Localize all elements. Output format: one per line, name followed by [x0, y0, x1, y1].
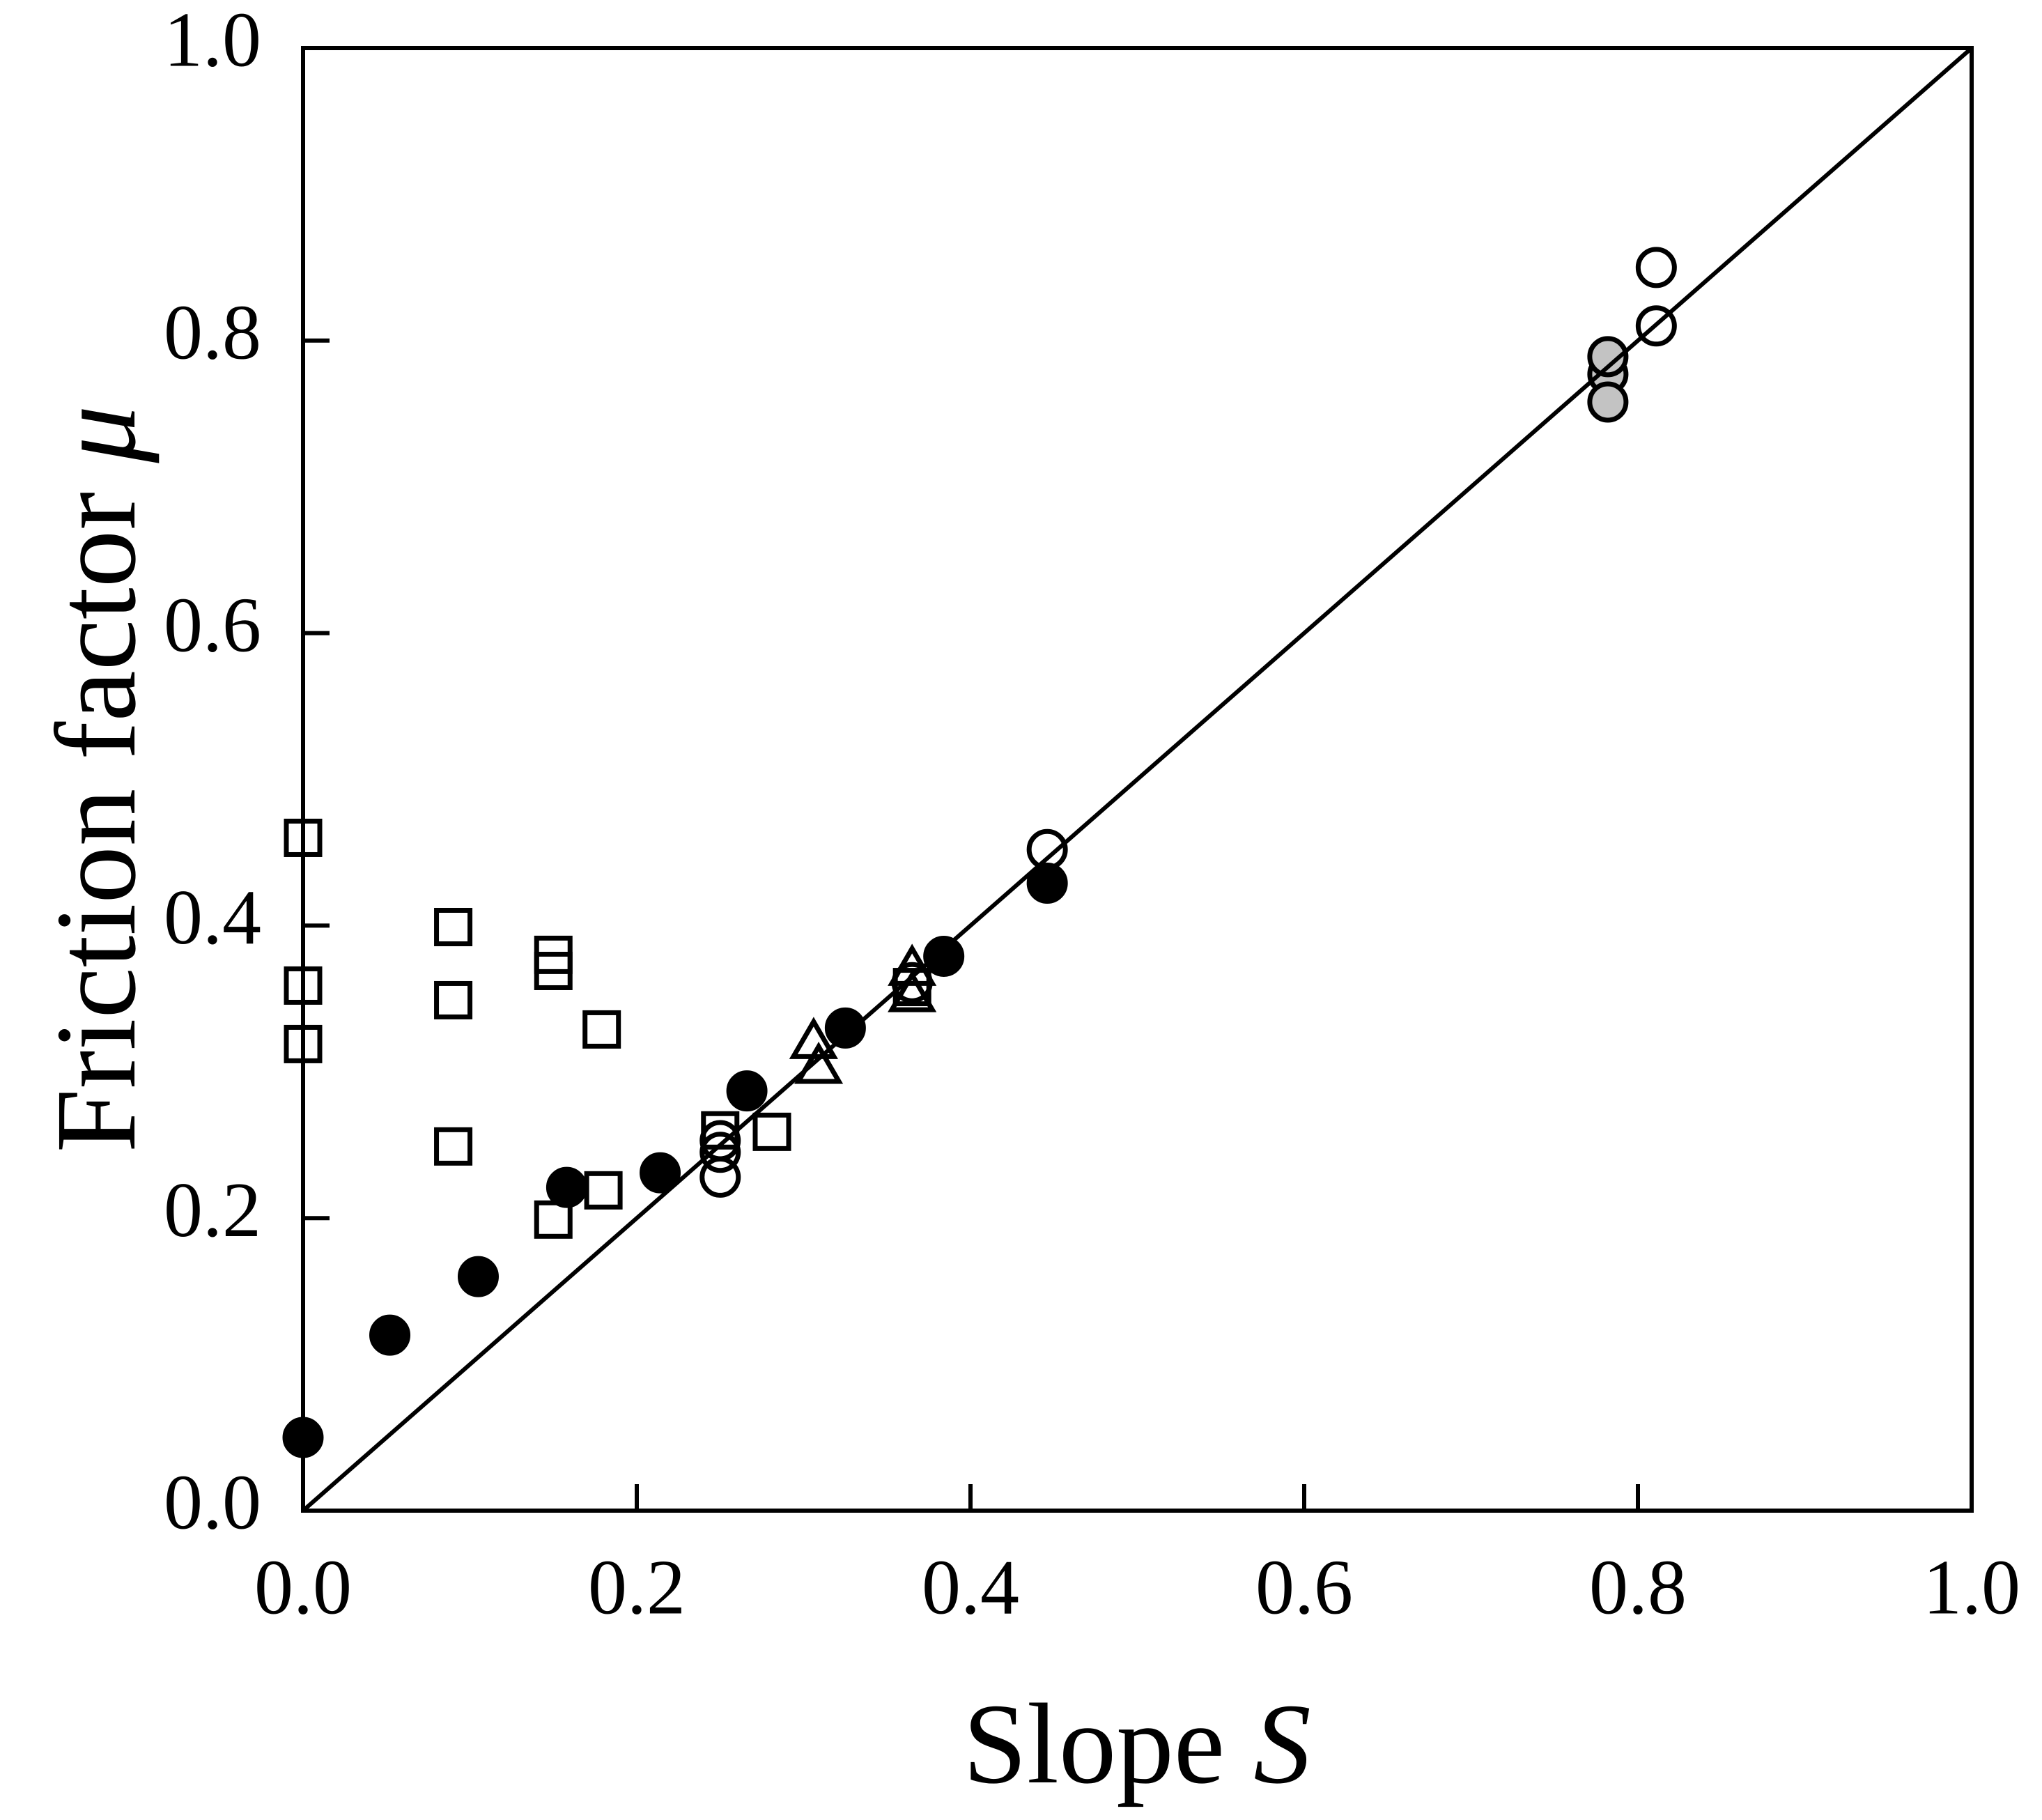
marker-open-circle [1635, 247, 1677, 288]
marker-filled-circle [726, 1070, 768, 1112]
y-axis-tick-labels: 0.0 0.2 0.4 0.6 0.8 1.0 [164, 0, 261, 1546]
marker-filled-circle [640, 1152, 681, 1194]
marker-open-circle [1026, 828, 1068, 870]
marker-open-square [534, 951, 573, 990]
y-tick-label: 0.4 [164, 874, 261, 961]
x-axis-tick-labels: 0.0 0.2 0.4 0.6 0.8 1.0 [254, 1545, 2020, 1631]
x-tick-label: 1.0 [1923, 1545, 2020, 1631]
y-tick-label: 0.2 [164, 1167, 261, 1254]
y-tick-label: 0.6 [164, 582, 261, 668]
x-axis-title: Slope S [963, 1680, 1311, 1807]
marker-open-square [701, 1111, 740, 1150]
data-markers [282, 247, 1677, 1458]
marker-open-triangle [888, 970, 937, 1012]
markers-behind-line [1587, 336, 1629, 423]
x-tick-label: 0.2 [588, 1545, 686, 1631]
marker-filled-circle [546, 1166, 587, 1208]
marker-open-triangle [794, 1042, 844, 1084]
marker-open-square [582, 1010, 621, 1049]
marker-filled-circle [824, 1007, 866, 1049]
marker-open-square [434, 907, 473, 946]
marker-filled-circle [1026, 863, 1068, 904]
marker-open-circle [699, 1156, 741, 1198]
axis-ticks [303, 338, 1640, 1511]
y-axis-title: Friction factor μ [32, 406, 160, 1153]
marker-gray-circle [1587, 336, 1629, 378]
plot-frame [301, 46, 1974, 1513]
marker-open-circle [699, 1132, 741, 1173]
x-tick-label: 0.4 [922, 1545, 1019, 1631]
marker-open-square [434, 1127, 473, 1166]
marker-open-square [534, 1200, 573, 1239]
marker-open-circle [1635, 305, 1677, 347]
x-tick-label: 0.0 [254, 1545, 352, 1631]
marker-gray-circle [1587, 381, 1629, 423]
x-tick-label: 0.8 [1589, 1545, 1687, 1631]
marker-open-square [752, 1112, 791, 1151]
marker-filled-circle [923, 935, 965, 977]
marker-filled-circle [369, 1314, 411, 1356]
marker-open-triangle [888, 943, 937, 986]
y-tick-label: 0.8 [164, 290, 261, 376]
y-tick-label: 0.0 [164, 1460, 261, 1546]
identity-line [302, 46, 1973, 1513]
marker-open-square [434, 980, 473, 1019]
marker-filled-circle [457, 1256, 499, 1297]
y-tick-label: 1.0 [164, 0, 261, 84]
marker-open-square [584, 1171, 623, 1210]
x-tick-label: 0.6 [1255, 1545, 1353, 1631]
